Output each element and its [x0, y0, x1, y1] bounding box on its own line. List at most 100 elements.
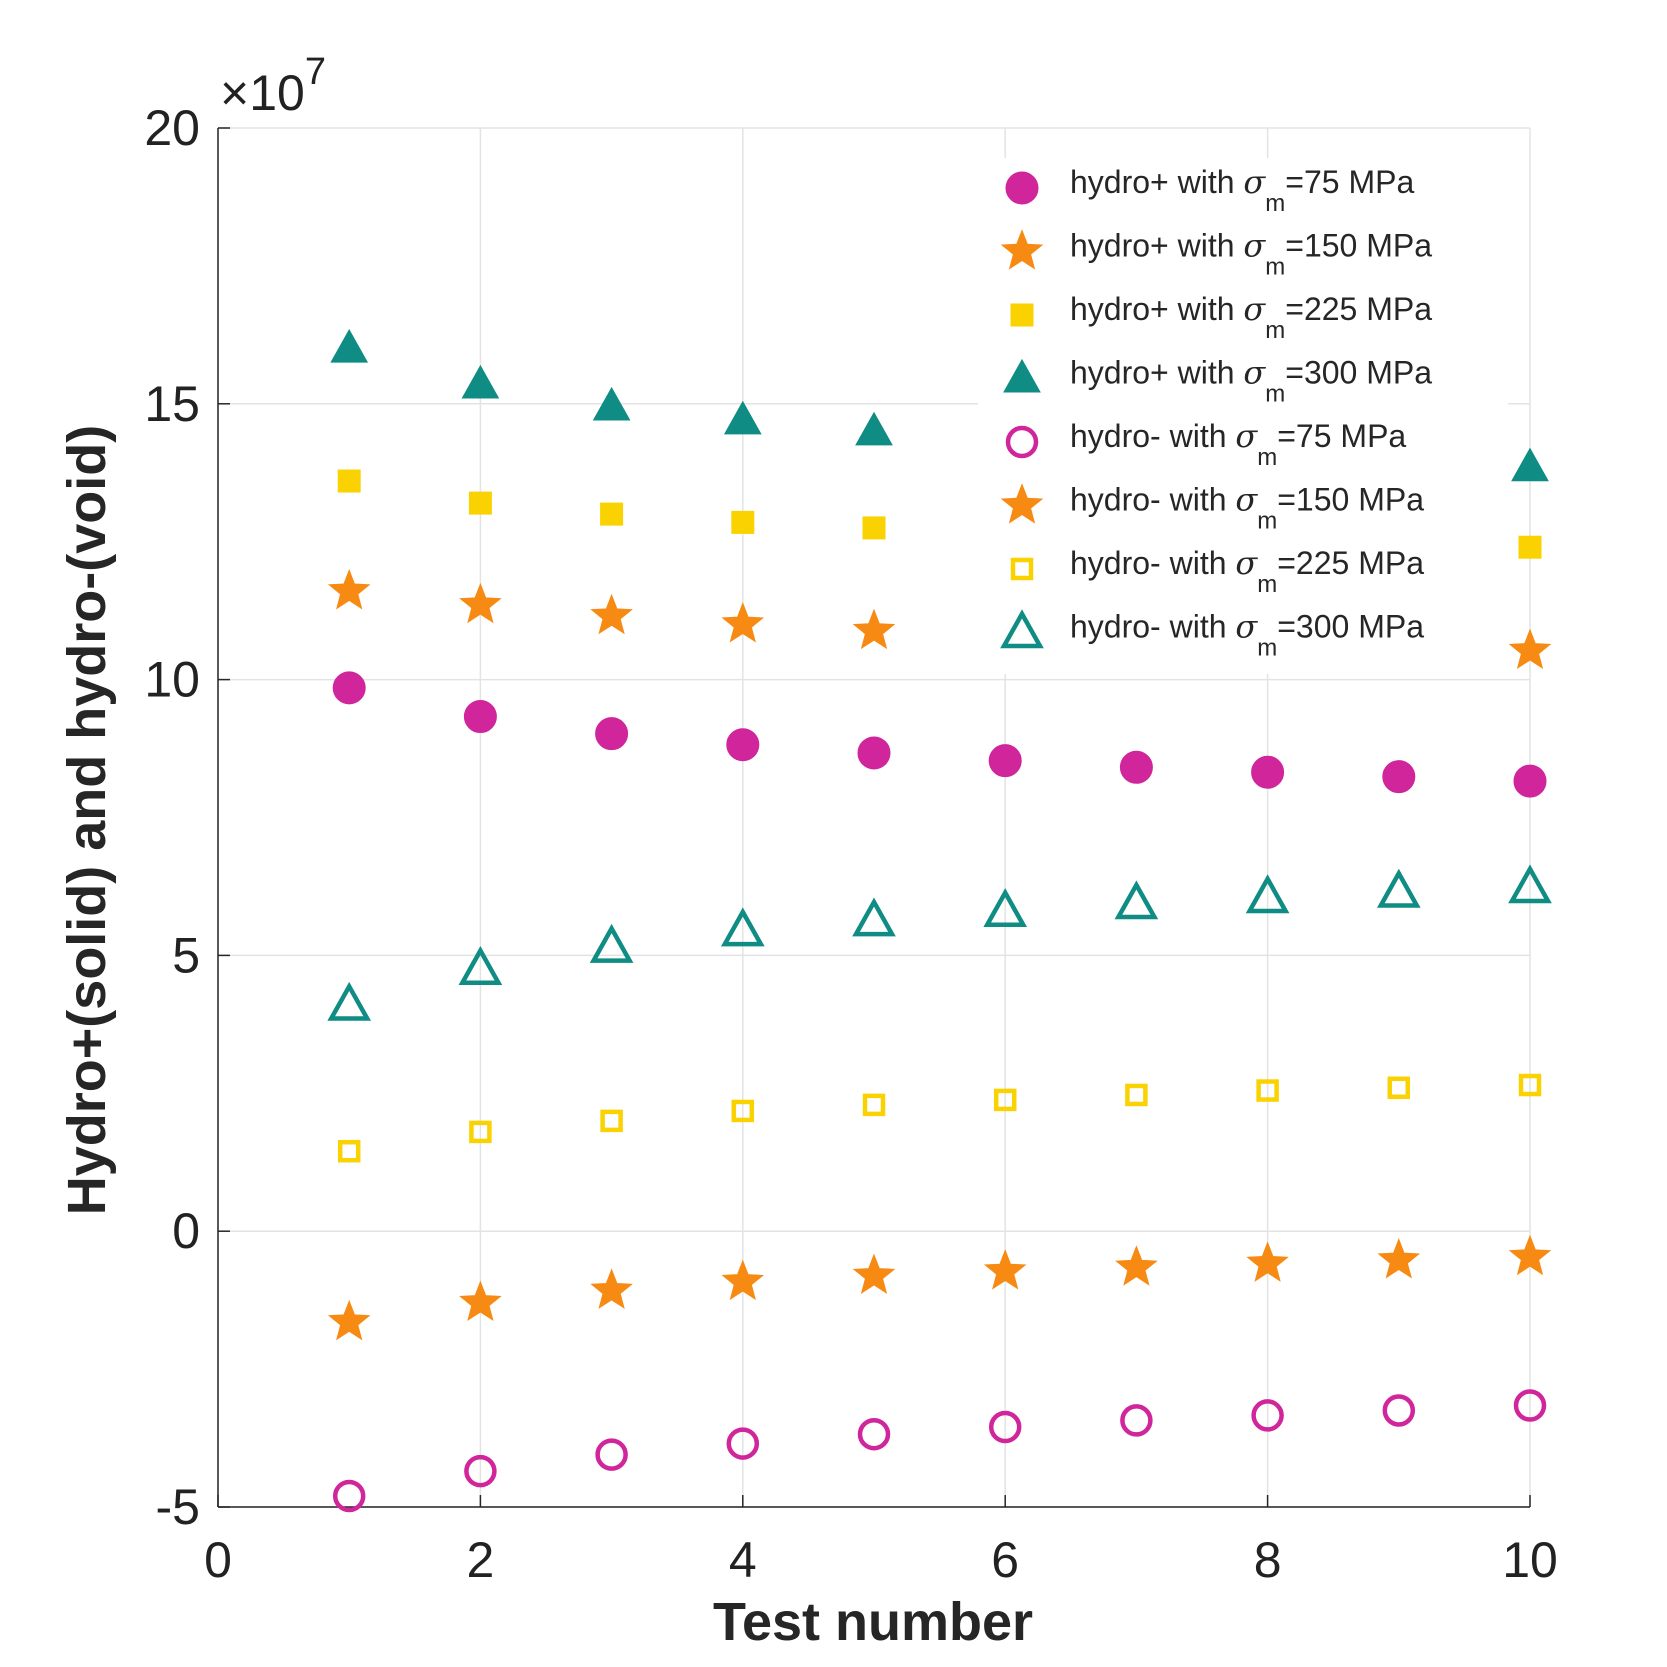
data-point	[1513, 764, 1547, 798]
data-point	[461, 364, 500, 399]
x-tick-label: 10	[1502, 1532, 1558, 1588]
data-point	[855, 411, 893, 446]
data-point	[726, 728, 760, 762]
data-point	[1511, 447, 1549, 482]
x-tick-label: 2	[466, 1532, 494, 1588]
legend-marker	[1005, 171, 1039, 205]
data-point	[1376, 868, 1421, 908]
y-tick-label: 15	[144, 376, 200, 432]
grid	[217, 127, 1531, 1508]
data-point	[330, 329, 369, 363]
data-point	[731, 510, 755, 534]
legend-marker	[1005, 425, 1039, 459]
data-point	[468, 491, 492, 515]
data-point	[1251, 1399, 1284, 1432]
y-axis-multiplier: ×107	[220, 51, 326, 121]
data-point	[723, 400, 762, 435]
series-6	[327, 1234, 1552, 1341]
legend-entry: hydro+ with σm=150 MPa	[1070, 227, 1432, 281]
data-point	[1120, 1404, 1153, 1437]
data-point	[726, 1427, 760, 1460]
data-point	[590, 1268, 633, 1309]
data-point	[1387, 1076, 1411, 1100]
data-point	[332, 1479, 366, 1513]
data-point	[463, 700, 497, 734]
data-point	[1115, 1245, 1158, 1286]
data-point	[458, 945, 503, 985]
legend-entry: hydro+ with σm=225 MPa	[1070, 290, 1432, 344]
data-point	[988, 1410, 1022, 1444]
data-point	[731, 1099, 755, 1123]
data-point	[1508, 864, 1552, 904]
y-tick-label: 10	[144, 652, 200, 708]
legend-entry: hydro- with σm=75 MPa	[1070, 417, 1406, 471]
data-point	[1114, 880, 1159, 920]
legend-marker	[1003, 358, 1041, 393]
y-tick-label: 5	[172, 927, 200, 983]
x-tick-label: 8	[1254, 1532, 1282, 1588]
data-point	[852, 897, 896, 937]
data-point	[327, 1299, 371, 1341]
legend-marker	[1010, 557, 1034, 581]
data-point	[983, 1249, 1027, 1290]
y-tick-label: 0	[172, 1203, 200, 1259]
data-point	[590, 593, 633, 635]
data-point	[464, 1454, 497, 1488]
x-tick-label: 4	[729, 1532, 757, 1588]
data-point	[721, 602, 765, 643]
data-point	[600, 1109, 623, 1133]
data-point	[862, 516, 886, 540]
y-axis-label: Hydro+(solid) and hydro-(void)	[57, 425, 117, 1216]
data-point	[721, 1259, 765, 1301]
data-point	[852, 1253, 896, 1294]
data-point	[993, 1088, 1017, 1112]
legend-entry: hydro- with σm=150 MPa	[1070, 481, 1424, 535]
data-point	[595, 1438, 628, 1471]
data-point	[1508, 1234, 1552, 1276]
data-point	[1245, 874, 1290, 914]
data-point	[1518, 1073, 1542, 1097]
data-point	[592, 386, 631, 421]
data-point	[1251, 755, 1285, 789]
data-point	[469, 1120, 492, 1144]
data-point	[1518, 535, 1542, 559]
data-point	[983, 888, 1028, 928]
y-tick-label: 20	[144, 100, 200, 156]
data-point	[1513, 1389, 1547, 1422]
data-point	[720, 907, 765, 947]
data-point	[988, 744, 1022, 778]
legend-entry: hydro- with σm=300 MPa	[1070, 608, 1424, 662]
data-point	[1382, 760, 1416, 794]
data-point	[852, 608, 896, 650]
data-point	[337, 1139, 361, 1163]
data-point	[857, 1417, 891, 1451]
data-point	[327, 568, 371, 610]
data-point	[1377, 1238, 1421, 1279]
legend-entry: hydro- with σm=225 MPa	[1070, 544, 1424, 598]
y-tick-label: -5	[156, 1479, 200, 1535]
legend-marker	[1000, 483, 1044, 524]
series-7	[337, 1073, 1542, 1163]
legend-entry: hydro+ with σm=300 MPa	[1070, 354, 1432, 408]
data-point	[1246, 1241, 1289, 1282]
x-tick-label: 6	[991, 1532, 1019, 1588]
series-5	[332, 1389, 1547, 1513]
y-multiplier-label: ×107	[220, 51, 326, 121]
x-tick-label: 0	[204, 1532, 232, 1588]
data-point	[1125, 1083, 1148, 1107]
data-point	[600, 502, 624, 526]
data-point	[459, 582, 502, 624]
data-point	[1256, 1079, 1279, 1102]
legend: hydro+ with σm=75 MPa hydro+ with σm=150 …	[978, 158, 1508, 674]
legend-entry: hydro+ with σm=75 MPa	[1070, 163, 1414, 217]
data-point	[857, 736, 891, 770]
data-point	[595, 717, 629, 751]
legend-box	[978, 158, 1508, 674]
legend-marker	[1010, 303, 1034, 327]
series-8	[327, 864, 1552, 1021]
data-point	[337, 469, 361, 493]
data-point	[332, 671, 366, 705]
